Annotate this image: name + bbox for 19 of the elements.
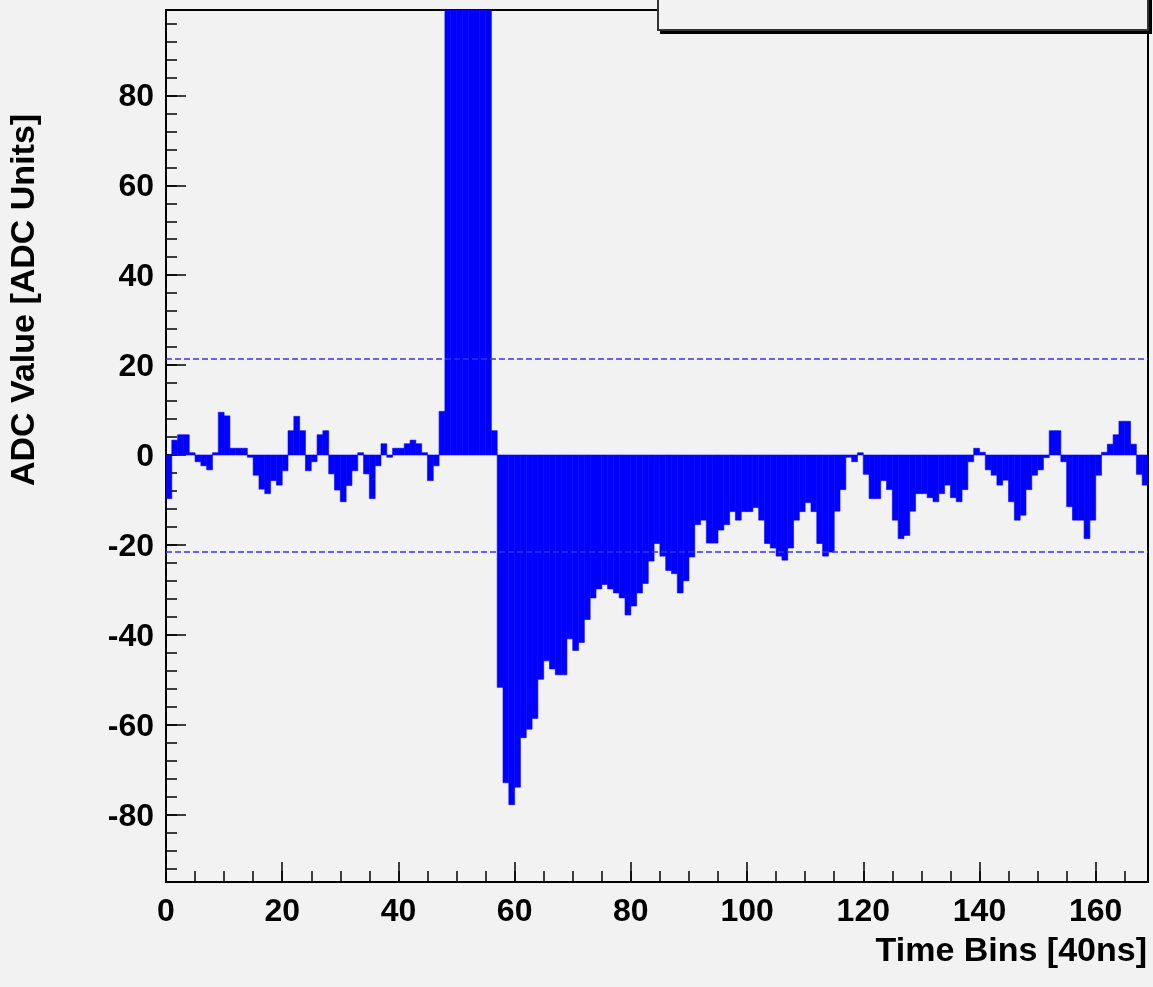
y-tick-label: 20 (118, 347, 154, 384)
x-axis-title: Time Bins [40ns] (875, 930, 1147, 968)
x-tick-label: 80 (613, 892, 649, 928)
y-tick-label: 60 (118, 167, 154, 204)
y-axis-title: ADC Value [ADC Units] (3, 113, 41, 486)
x-tick-label: 40 (380, 892, 417, 928)
x-tick-label: 20 (264, 892, 301, 928)
y-tick-label: -80 (107, 796, 154, 833)
y-tick-label: 0 (136, 436, 154, 473)
x-tick-label: 120 (836, 892, 890, 928)
x-tick-label: 100 (720, 892, 774, 928)
y-tick-label: 80 (118, 77, 154, 114)
y-tick-label: -40 (107, 616, 154, 653)
y-tick-label: 40 (118, 257, 154, 294)
x-tick-label: 160 (1069, 892, 1123, 928)
x-tick-label: 60 (496, 892, 533, 928)
y-tick-label: -20 (107, 526, 154, 563)
y-tick-label: -60 (107, 706, 154, 743)
x-tick-label: 140 (952, 892, 1007, 928)
